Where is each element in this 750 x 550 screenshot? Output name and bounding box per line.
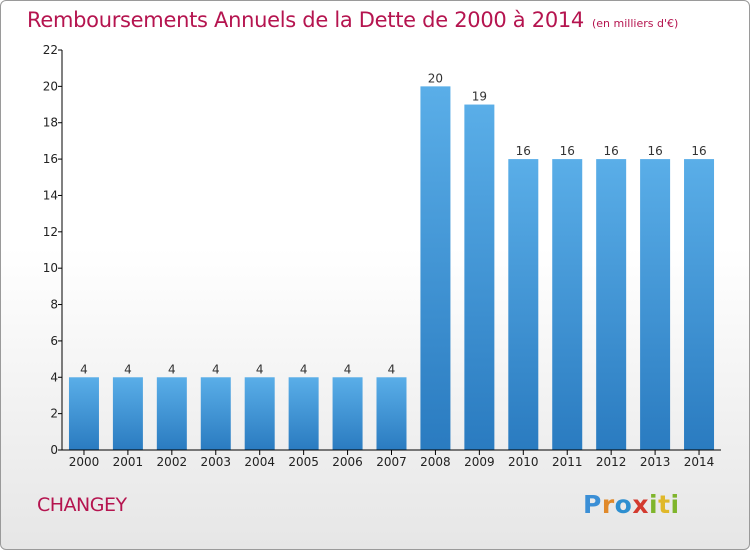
bar xyxy=(684,159,715,450)
bar-value-label: 4 xyxy=(388,362,396,376)
bar xyxy=(68,377,99,450)
y-tick-label: 12 xyxy=(43,225,58,239)
chart-title: Remboursements Annuels de la Dette de 20… xyxy=(27,8,678,32)
x-tick-label: 2013 xyxy=(640,455,671,469)
bar-value-label: 4 xyxy=(256,362,264,376)
bar xyxy=(640,159,671,450)
y-tick-label: 20 xyxy=(43,79,58,93)
bar xyxy=(596,159,627,450)
commune-name: CHANGEY xyxy=(37,494,127,516)
bar-value-label: 16 xyxy=(691,144,706,158)
bar-value-label: 4 xyxy=(124,362,132,376)
bar xyxy=(332,377,363,450)
x-tick-label: 2012 xyxy=(596,455,627,469)
x-tick-label: 2002 xyxy=(157,455,188,469)
x-tick-label: 2010 xyxy=(508,455,539,469)
bar-value-label: 4 xyxy=(344,362,352,376)
bar-value-label: 4 xyxy=(212,362,220,376)
y-tick-label: 8 xyxy=(50,298,58,312)
bar-series: 4 4 4 4 4 4 4 4 20 19 16 16 16 16 16 xyxy=(68,71,715,450)
x-tick-label: 2014 xyxy=(684,455,715,469)
bar xyxy=(156,377,187,450)
x-tick-label: 2004 xyxy=(244,455,275,469)
y-tick-label: 18 xyxy=(43,116,58,130)
bar xyxy=(112,377,143,450)
x-tick-label: 2009 xyxy=(464,455,495,469)
y-axis: 0 2 4 6 8 10 12 14 16 18 20 22 xyxy=(43,43,63,457)
bar-value-label: 4 xyxy=(80,362,88,376)
y-tick-label: 6 xyxy=(50,334,58,348)
x-tick-label: 2007 xyxy=(376,455,407,469)
x-tick-label: 2008 xyxy=(420,455,451,469)
bar xyxy=(464,104,495,450)
bar-value-label: 16 xyxy=(516,144,531,158)
bar xyxy=(200,377,231,450)
bar-value-label: 19 xyxy=(472,90,487,104)
y-tick-label: 22 xyxy=(43,43,58,57)
proxiti-logo: Proxiti xyxy=(583,490,680,519)
bar-value-label: 16 xyxy=(647,144,662,158)
bar-value-label: 4 xyxy=(168,362,176,376)
bar-value-label: 4 xyxy=(300,362,308,376)
bar xyxy=(244,377,275,450)
bar-value-label: 16 xyxy=(604,144,619,158)
chart-title-text: Remboursements Annuels de la Dette de 20… xyxy=(27,8,584,32)
y-tick-label: 16 xyxy=(43,152,58,166)
x-tick-label: 2011 xyxy=(552,455,583,469)
x-tick-label: 2005 xyxy=(288,455,319,469)
bar-value-label: 16 xyxy=(560,144,575,158)
y-tick-label: 0 xyxy=(50,443,58,457)
x-tick-label: 2003 xyxy=(200,455,231,469)
x-tick-label: 2001 xyxy=(113,455,144,469)
x-tick-label: 2006 xyxy=(332,455,363,469)
bar-value-label: 20 xyxy=(428,71,443,85)
y-tick-label: 2 xyxy=(50,407,58,421)
x-tick-label: 2000 xyxy=(69,455,100,469)
bar xyxy=(376,377,407,450)
bar xyxy=(552,159,583,450)
bar xyxy=(508,159,539,450)
x-axis: 2000 2001 2002 2003 2004 2005 2006 2007 2008 2009… xyxy=(62,449,721,469)
y-tick-label: 10 xyxy=(43,261,58,275)
chart-subtitle: (en milliers d'€) xyxy=(592,17,679,30)
y-tick-label: 4 xyxy=(50,370,58,384)
bar xyxy=(420,86,451,450)
bar xyxy=(288,377,319,450)
y-tick-label: 14 xyxy=(43,188,58,202)
